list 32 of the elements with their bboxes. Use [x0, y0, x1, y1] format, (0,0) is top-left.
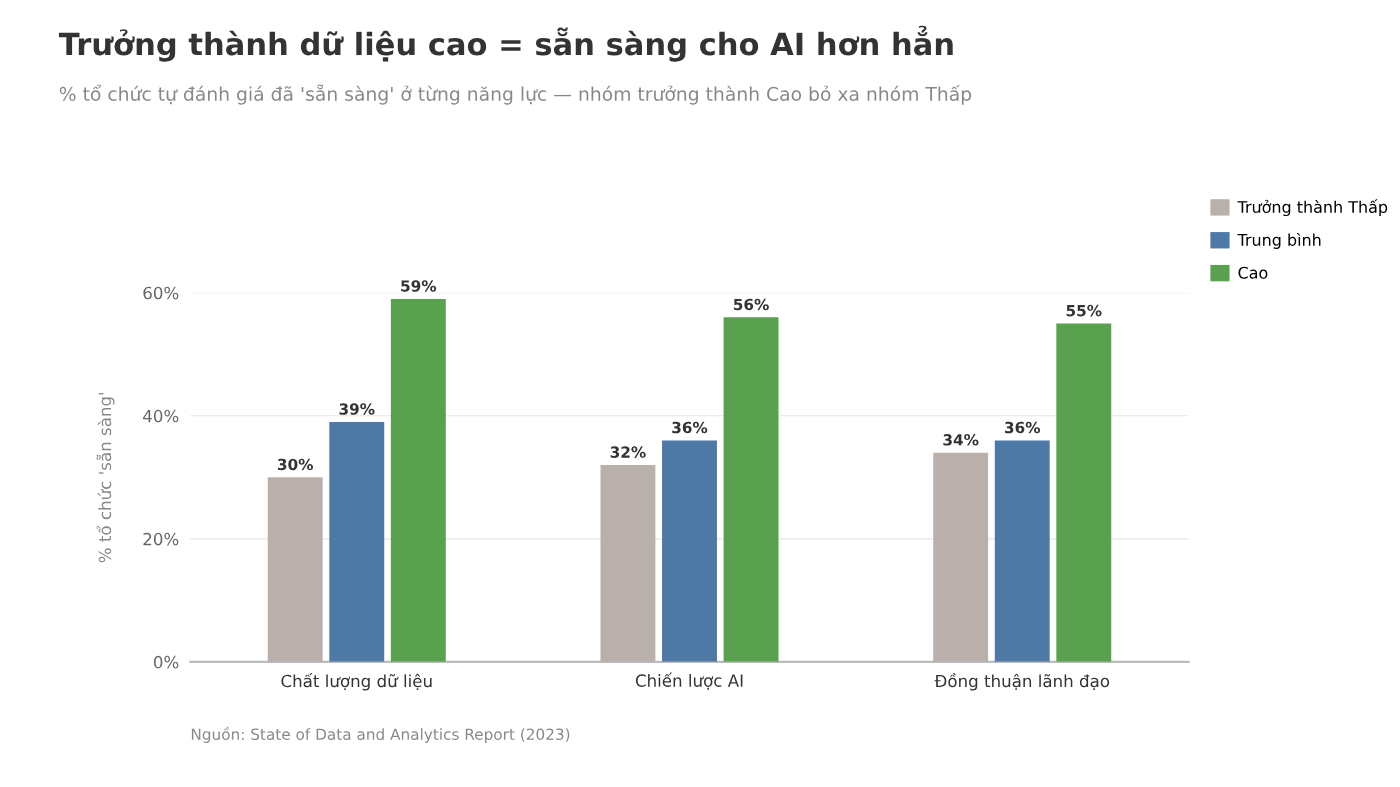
bar [662, 440, 717, 662]
bar [994, 440, 1050, 662]
legend-label: Cao [1238, 266, 1268, 279]
y-tick-label: 60% [143, 286, 179, 300]
legend-label: Trưởng thành Thấp [1237, 199, 1388, 217]
data-label: 55% [1066, 304, 1102, 317]
x-tick-label: Chiến lược AI [635, 672, 743, 690]
data-label: 36% [1004, 421, 1041, 434]
bar [933, 452, 989, 662]
y-tick-label: 20% [143, 532, 179, 546]
bar [329, 421, 385, 662]
data-label: 34% [943, 434, 979, 446]
bar [600, 465, 656, 662]
bar [390, 298, 446, 662]
data-label: 36% [672, 421, 708, 434]
legend-label: Trung bình [1237, 232, 1321, 249]
y-axis-title: % tổ chức 'sẵn sàng' [96, 392, 115, 563]
data-label: 39% [339, 403, 375, 415]
chart-title: Trưởng thành dữ liệu cao = sẵn sàng cho AI hơn hẳn [58, 25, 953, 62]
y-tick-label: 40% [143, 409, 179, 423]
data-label: 32% [610, 446, 646, 458]
x-tick-label: Chất lượng dữ liệu [281, 672, 432, 691]
text: Nguồn: State of Data and Analytics Report (2023) [191, 726, 570, 743]
data-label: 59% [401, 280, 437, 292]
bar [1056, 323, 1112, 662]
y-tick-label: 0% [153, 655, 179, 669]
chart-subtitle: % tổ chức tự đánh giá đã 'sẵn sàng' ở từng năng lực — nhóm trưởng thành Cao bỏ xa nhóm Thấp [59, 84, 972, 105]
bar [267, 477, 323, 662]
data-label: 30% [277, 458, 314, 471]
data-label: 56% [733, 298, 769, 311]
bar [723, 317, 779, 662]
x-tick-label: Đồng thuận lãnh đạo [934, 672, 1110, 691]
